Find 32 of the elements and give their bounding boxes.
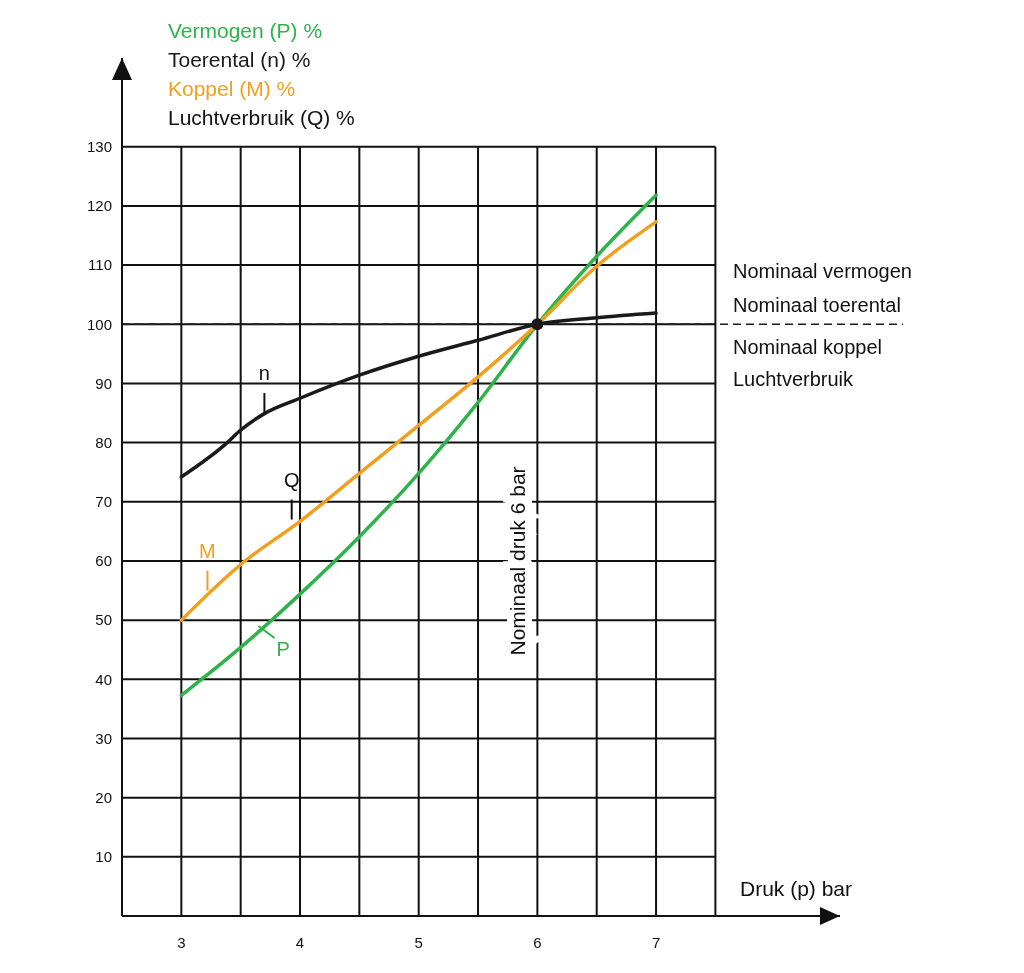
x-tick-label: 5 [414, 934, 423, 951]
x-tick-label: 4 [295, 934, 305, 951]
y-tick-label: 10 [95, 848, 112, 866]
annotation: Nominaal vermogen [733, 260, 912, 282]
annotation: Nominaal koppel [733, 336, 882, 358]
y-tick-label: 120 [86, 197, 112, 215]
y-tick-label: 130 [86, 138, 112, 156]
y-tick-label: 70 [95, 493, 112, 511]
y-tick-label: 80 [95, 433, 112, 451]
annotation: M [199, 539, 216, 562]
text: Koppel (M) % [168, 77, 296, 100]
annotation: Nominaal toerental [733, 294, 901, 316]
y-tick-label: 60 [95, 552, 112, 570]
annotation: n [258, 362, 270, 385]
y-tick-label: 110 [88, 256, 112, 274]
annotation: Luchtverbruik [733, 368, 855, 390]
y-tick-label: 100 [86, 315, 112, 333]
legend-label: Toerental (n) % [168, 48, 311, 71]
annotation: Q [283, 468, 300, 491]
y-tick-label: 20 [95, 788, 112, 806]
line-series [179, 193, 658, 698]
annotation: Luchtverbruik (Q) % [168, 106, 355, 129]
annotation: P [276, 638, 290, 661]
x-axis-title: Druk (p) bar [740, 877, 853, 900]
text: Vermogen (P) % [168, 19, 323, 42]
y-tick-label: 50 [95, 611, 112, 629]
y-tick-label: 30 [95, 729, 112, 747]
x-tick-label: 7 [651, 934, 661, 951]
x-tick-label: 3 [177, 934, 186, 951]
y-tick-label: 90 [95, 374, 112, 392]
y-tick-label: 40 [95, 670, 112, 688]
x-tick-label: 6 [533, 934, 542, 951]
